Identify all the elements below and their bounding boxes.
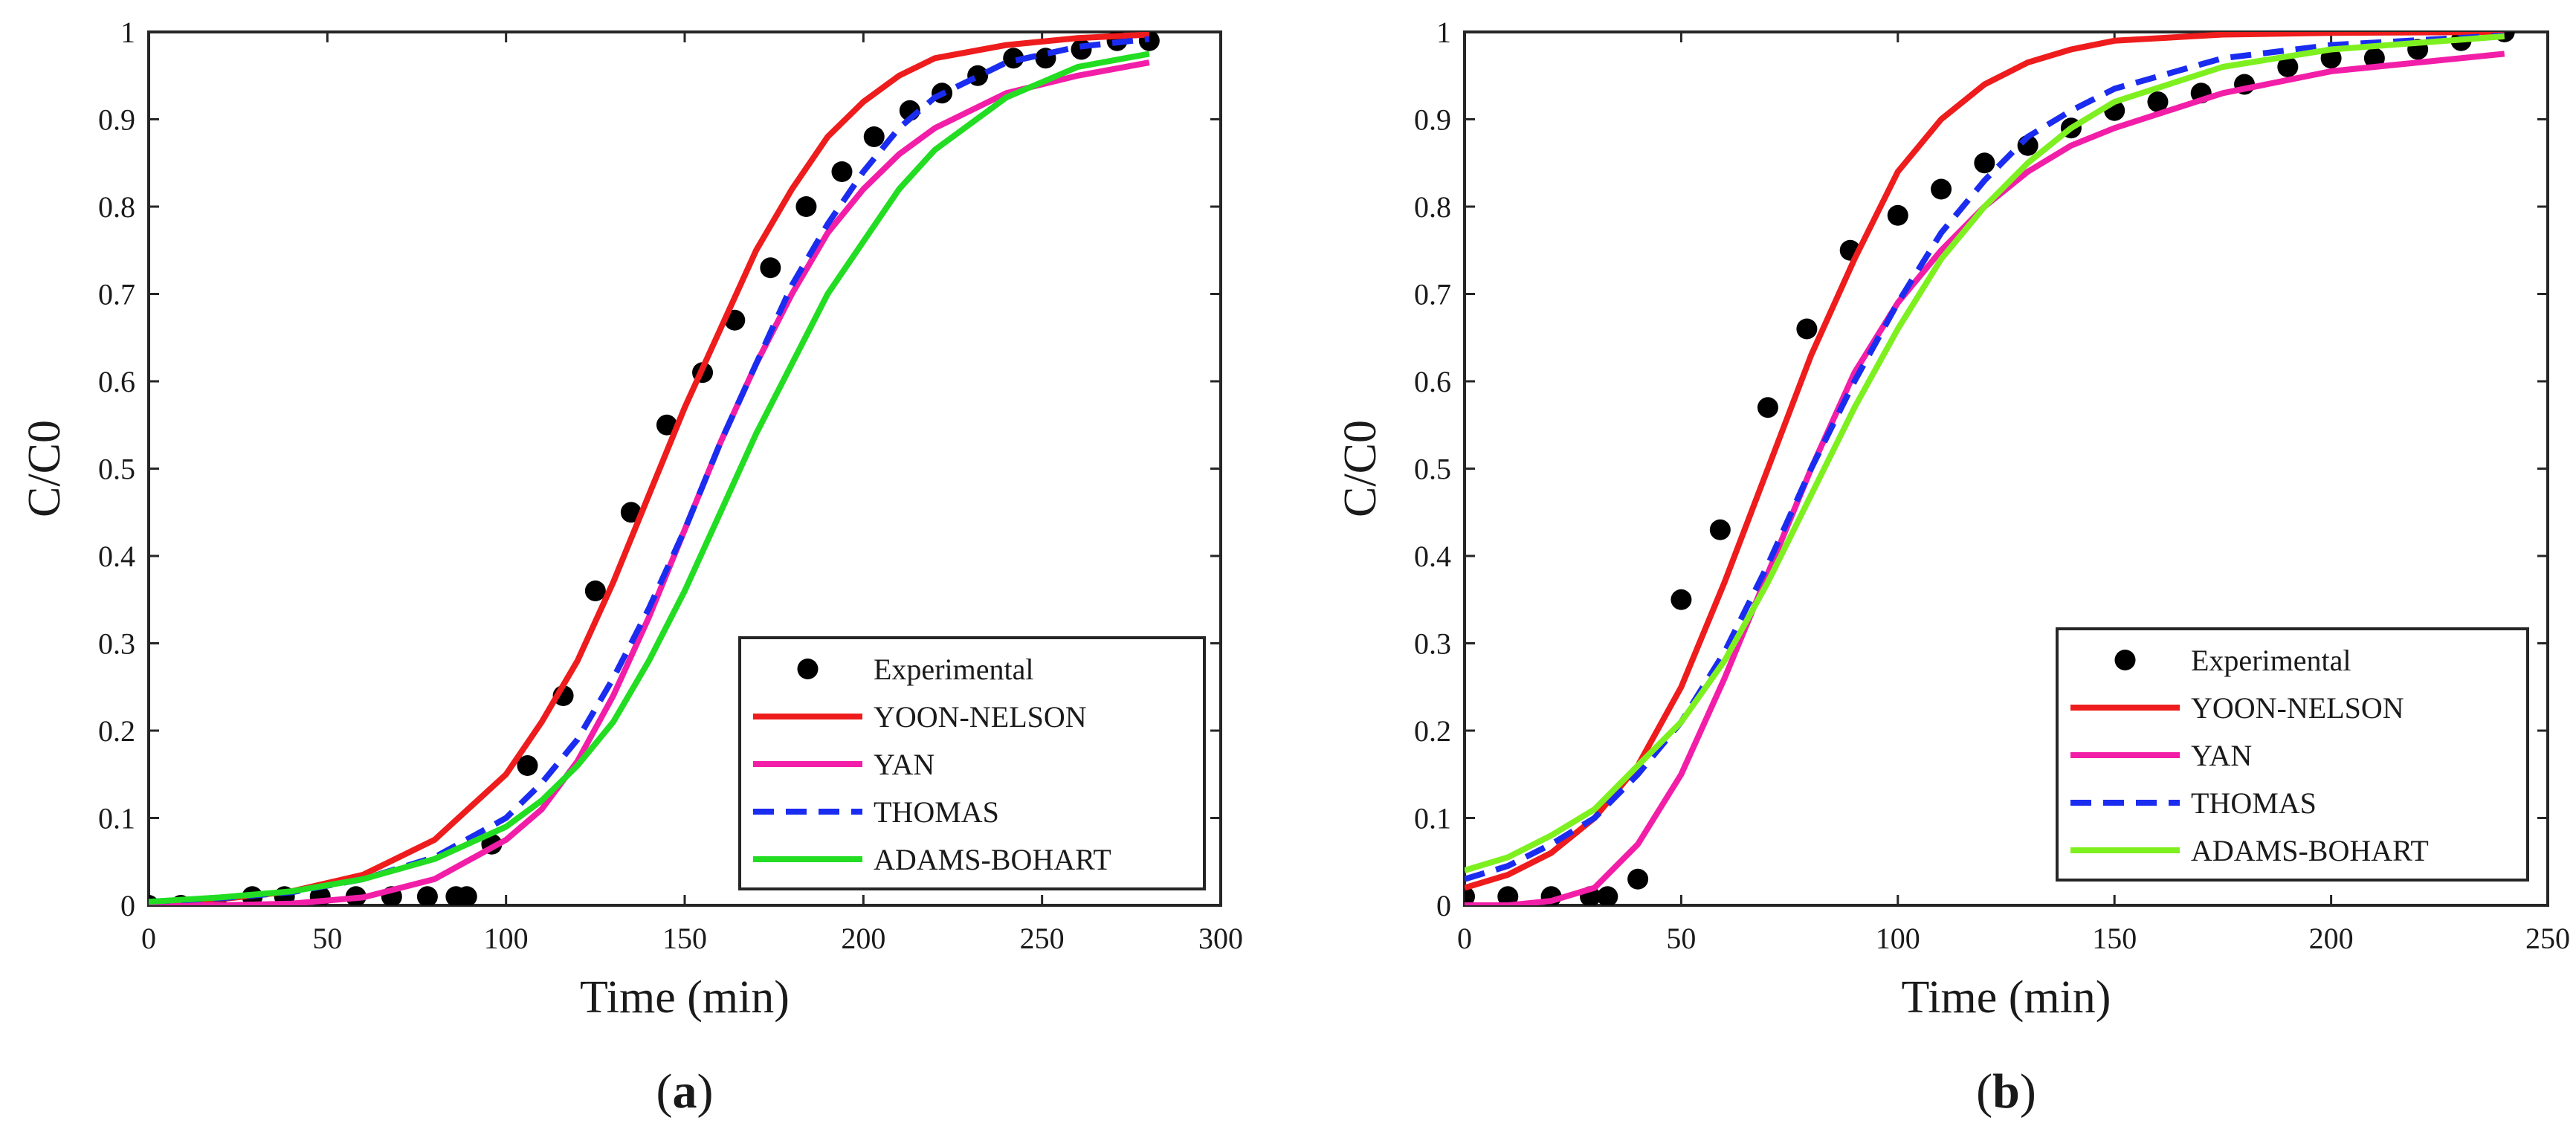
series-line-adams-bohart xyxy=(149,51,1150,905)
panel-label-close: ) xyxy=(697,1064,714,1119)
y-tick-label: 0.2 xyxy=(98,714,135,748)
data-point-experimental xyxy=(760,257,781,279)
chart-panel-b: 0 50 100 150 200 250 0 0.1 0.2 0.3 0.4 0.5 0.6 0.7 0.8… xyxy=(1335,16,2570,1119)
y-tick-label: 0.4 xyxy=(98,540,135,573)
series-group xyxy=(1465,32,2515,905)
data-point-experimental xyxy=(1757,397,1778,418)
data-point-experimental xyxy=(1465,886,1475,905)
y-tick-label: 0.8 xyxy=(98,190,135,224)
series-line-thomas xyxy=(1465,32,2505,882)
x-tick-label: 50 xyxy=(1666,922,1696,955)
series-line-adams-bohart xyxy=(1465,33,2505,873)
legend-label: YOON-NELSON xyxy=(2191,691,2404,725)
panel-label-close: ) xyxy=(2020,1064,2036,1119)
x-tick-label: 100 xyxy=(1876,922,1920,955)
y-tick-label: 0.7 xyxy=(98,278,135,311)
legend-marker-experimental xyxy=(797,659,819,679)
y-tick-label: 0.6 xyxy=(98,365,135,398)
series-line-yan xyxy=(149,59,1150,905)
data-point-experimental xyxy=(1497,886,1519,905)
y-tick-label: 0 xyxy=(120,889,135,922)
panel-label: (b) xyxy=(1976,1064,2036,1119)
legend-label: Experimental xyxy=(2191,644,2351,677)
data-point-experimental xyxy=(2147,91,2169,112)
y-tick-label: 0.3 xyxy=(98,627,135,661)
data-point-experimental xyxy=(1709,519,1731,540)
y-tick-label: 0.6 xyxy=(1414,365,1451,398)
series-group xyxy=(149,32,1160,905)
data-point-experimental xyxy=(831,161,853,182)
legend-label: YAN xyxy=(874,748,934,781)
x-tick-label: 100 xyxy=(484,922,529,955)
data-point-experimental xyxy=(1597,886,1618,905)
panel-label-letter: a xyxy=(673,1064,697,1119)
y-tick-label: 0.2 xyxy=(1414,714,1451,748)
data-point-experimental xyxy=(1670,589,1692,610)
x-tick-label: 0 xyxy=(1457,922,1472,955)
y-tick-label: 0 xyxy=(1436,889,1451,922)
data-point-experimental xyxy=(1071,39,1092,60)
y-tick-label: 0.3 xyxy=(1414,627,1451,661)
y-tick-label: 1 xyxy=(120,16,135,49)
y-tick-label: 0.5 xyxy=(1414,453,1451,486)
data-point-experimental xyxy=(1796,318,1818,340)
data-point-experimental xyxy=(1931,178,1952,200)
legend-marker-experimental xyxy=(2114,650,2136,670)
x-tick-label: 150 xyxy=(2092,922,2137,955)
data-point-experimental xyxy=(2363,48,2385,69)
y-tick-label: 0.8 xyxy=(1414,190,1451,224)
y-tick-label: 0.9 xyxy=(1414,103,1451,137)
data-point-experimental xyxy=(795,196,817,217)
data-point-experimental xyxy=(1974,152,1995,174)
panel-label-letter: b xyxy=(1992,1064,2020,1119)
data-point-experimental xyxy=(416,886,438,905)
data-point-experimental xyxy=(517,755,538,776)
legend-label: THOMAS xyxy=(2191,786,2317,820)
data-point-experimental xyxy=(656,414,677,436)
panel-label-open: ( xyxy=(1976,1064,1992,1119)
panel-label: (a) xyxy=(656,1064,714,1119)
legend-label: Experimental xyxy=(874,653,1033,686)
data-point-experimental xyxy=(863,126,885,147)
legend-label: ADAMS-BOHART xyxy=(2191,834,2429,867)
data-point-experimental xyxy=(1003,48,1024,69)
data-point-experimental xyxy=(2277,56,2299,77)
x-tick-label: 300 xyxy=(1198,922,1243,955)
data-point-experimental xyxy=(584,580,606,601)
y-tick-label: 0.5 xyxy=(98,453,135,486)
legend: Experimental YOON-NELSON YAN THOMAS ADAMS-BO… xyxy=(2056,627,2529,882)
x-tick-label: 0 xyxy=(141,922,156,955)
x-tick-label: 200 xyxy=(2309,922,2354,955)
series-line-yoon-nelson xyxy=(149,32,1150,905)
x-tick-label: 150 xyxy=(662,922,707,955)
x-tick-label: 250 xyxy=(1020,922,1065,955)
y-tick-label: 0.9 xyxy=(98,103,135,137)
y-tick-label: 0.1 xyxy=(1414,802,1451,835)
legend-label: THOMAS xyxy=(874,795,999,829)
x-tick-label: 200 xyxy=(841,922,885,955)
y-tick-label: 0.4 xyxy=(1414,540,1451,573)
data-point-experimental xyxy=(456,886,477,905)
legend-label: YOON-NELSON xyxy=(874,700,1087,734)
data-point-experimental xyxy=(1887,204,1908,226)
legend: Experimental YOON-NELSON YAN THOMAS ADAMS-BO… xyxy=(738,636,1206,890)
x-axis-title: Time (min) xyxy=(1902,972,2111,1023)
legend-label: ADAMS-BOHART xyxy=(874,843,1111,876)
x-axis-title: Time (min) xyxy=(580,972,790,1023)
y-tick-label: 0.7 xyxy=(1414,278,1451,311)
y-axis-title: C/C0 xyxy=(1335,420,1386,517)
panel-label-open: ( xyxy=(656,1064,673,1119)
y-tick-label: 1 xyxy=(1436,16,1451,49)
y-axis-title: C/C0 xyxy=(19,420,70,517)
legend-label: YAN xyxy=(2191,739,2252,772)
x-tick-label: 250 xyxy=(2525,922,2570,955)
y-tick-label: 0.1 xyxy=(98,802,135,835)
chart-panel-a: 0 50 100 150 200 250 300 0 0.1 0.2 0.3 0.4 0.5 0.6 0.7… xyxy=(19,16,1243,1119)
x-tick-label: 50 xyxy=(312,922,342,955)
data-point-experimental xyxy=(1627,868,1649,890)
data-point-experimental xyxy=(620,502,642,523)
series-line-yan xyxy=(1465,51,2505,905)
